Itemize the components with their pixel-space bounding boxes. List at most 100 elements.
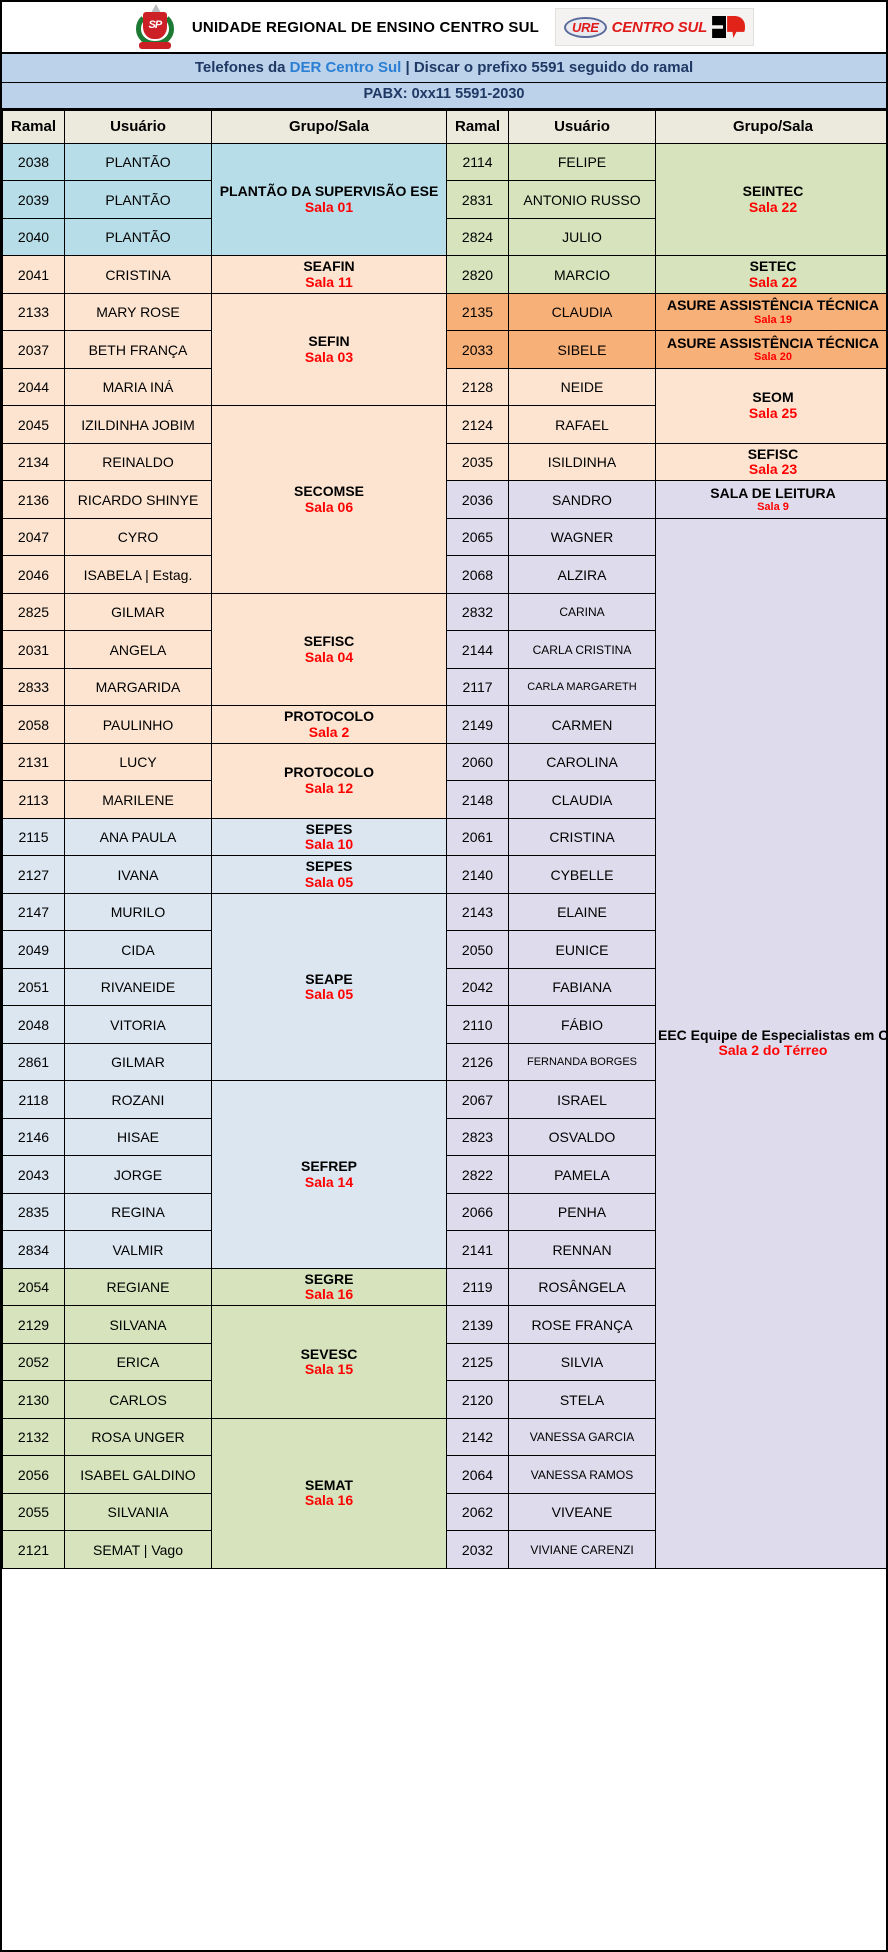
ramal-cell[interactable]: 2129 [2,1305,65,1344]
ramal-cell[interactable]: 2132 [2,1417,65,1457]
ramal-cell[interactable]: 2049 [2,930,65,969]
ramal-cell[interactable]: 2061 [446,817,509,857]
ramal-cell[interactable]: 2043 [2,1155,65,1194]
usuario-cell[interactable]: CRISTINA [64,255,212,294]
ramal-cell[interactable]: 2066 [446,1192,509,1232]
ramal-cell[interactable]: 2124 [446,405,509,444]
ramal-cell[interactable]: 2127 [2,855,65,894]
usuario-cell[interactable]: MARCIO [508,255,656,294]
ramal-cell[interactable]: 2037 [2,330,65,369]
usuario-cell[interactable]: MURILO [64,892,212,932]
usuario-cell[interactable]: ALZIRA [508,555,656,594]
ramal-cell[interactable]: 2131 [2,742,65,782]
ramal-cell[interactable]: 2121 [2,1530,65,1569]
ramal-cell[interactable]: 2140 [446,855,509,894]
ramal-cell[interactable]: 2139 [446,1305,509,1344]
usuario-cell[interactable]: CRISTINA [508,817,656,857]
ramal-cell[interactable]: 2130 [2,1380,65,1419]
ramal-cell[interactable]: 2832 [446,592,509,632]
usuario-cell[interactable]: CARINA [508,592,656,632]
ramal-cell[interactable]: 2039 [2,180,65,219]
usuario-cell[interactable]: HISAE [64,1117,212,1157]
usuario-cell[interactable]: SILVIA [508,1342,656,1382]
ramal-cell[interactable]: 2062 [446,1492,509,1532]
ramal-cell[interactable]: 2068 [446,555,509,594]
usuario-cell[interactable]: SIBELE [508,330,656,369]
ramal-cell[interactable]: 2861 [2,1042,65,1082]
usuario-cell[interactable]: WAGNER [508,517,656,557]
usuario-cell[interactable]: CIDA [64,930,212,969]
usuario-cell[interactable]: SANDRO [508,480,656,519]
usuario-cell[interactable]: CARLA CRISTINA [508,630,656,669]
usuario-cell[interactable]: SILVANA [64,1305,212,1344]
usuario-cell[interactable]: PAULINHO [64,705,212,744]
ramal-cell[interactable]: 2067 [446,1080,509,1119]
ramal-cell[interactable]: 2825 [2,592,65,632]
usuario-cell[interactable]: NEIDE [508,367,656,407]
usuario-cell[interactable]: SILVANIA [64,1492,212,1532]
ramal-cell[interactable]: 2054 [2,1267,65,1307]
ramal-cell[interactable]: 2118 [2,1080,65,1119]
usuario-cell[interactable]: FELIPE [508,142,656,182]
usuario-cell[interactable]: ANTONIO RUSSO [508,180,656,219]
ramal-cell[interactable]: 2052 [2,1342,65,1382]
ramal-cell[interactable]: 2048 [2,1005,65,1044]
ramal-cell[interactable]: 2835 [2,1192,65,1232]
usuario-cell[interactable]: VIVEANE [508,1492,656,1532]
usuario-cell[interactable]: ROSA UNGER [64,1417,212,1457]
ramal-cell[interactable]: 2032 [446,1530,509,1569]
ramal-cell[interactable]: 2135 [446,292,509,332]
ramal-cell[interactable]: 2824 [446,217,509,257]
usuario-cell[interactable]: CARMEN [508,705,656,744]
ramal-cell[interactable]: 2050 [446,930,509,969]
usuario-cell[interactable]: ISILDINHA [508,442,656,482]
usuario-cell[interactable]: ISRAEL [508,1080,656,1119]
ramal-cell[interactable]: 2146 [2,1117,65,1157]
usuario-cell[interactable]: CYBELLE [508,855,656,894]
ramal-cell[interactable]: 2133 [2,292,65,332]
ramal-cell[interactable]: 2056 [2,1455,65,1494]
ramal-cell[interactable]: 2115 [2,817,65,857]
ramal-cell[interactable]: 2134 [2,442,65,482]
usuario-cell[interactable]: VANESSA GARCIA [508,1417,656,1457]
usuario-cell[interactable]: ISABELA | Estag. [64,555,212,594]
usuario-cell[interactable]: VALMIR [64,1230,212,1269]
usuario-cell[interactable]: CLAUDIA [508,780,656,819]
usuario-cell[interactable]: PLANTÃO [64,142,212,182]
usuario-cell[interactable]: CAROLINA [508,742,656,782]
usuario-cell[interactable]: CARLOS [64,1380,212,1419]
ramal-cell[interactable]: 2065 [446,517,509,557]
usuario-cell[interactable]: STELA [508,1380,656,1419]
ramal-cell[interactable]: 2046 [2,555,65,594]
usuario-cell[interactable]: ROSÂNGELA [508,1267,656,1307]
usuario-cell[interactable]: JULIO [508,217,656,257]
ramal-cell[interactable]: 2147 [2,892,65,932]
usuario-cell[interactable]: ANGELA [64,630,212,669]
usuario-cell[interactable]: VANESSA RAMOS [508,1455,656,1494]
ramal-cell[interactable]: 2823 [446,1117,509,1157]
usuario-cell[interactable]: REINALDO [64,442,212,482]
ramal-cell[interactable]: 2045 [2,405,65,444]
ramal-cell[interactable]: 2141 [446,1230,509,1269]
usuario-cell[interactable]: MARGARIDA [64,667,212,707]
ramal-cell[interactable]: 2113 [2,780,65,819]
ramal-cell[interactable]: 2144 [446,630,509,669]
ramal-cell[interactable]: 2040 [2,217,65,257]
ramal-cell[interactable]: 2120 [446,1380,509,1419]
ramal-cell[interactable]: 2035 [446,442,509,482]
usuario-cell[interactable]: MARIA INÁ [64,367,212,407]
usuario-cell[interactable]: IZILDINHA JOBIM [64,405,212,444]
ramal-cell[interactable]: 2047 [2,517,65,557]
usuario-cell[interactable]: ELAINE [508,892,656,932]
ramal-cell[interactable]: 2038 [2,142,65,182]
ramal-cell[interactable]: 2042 [446,967,509,1007]
usuario-cell[interactable]: ISABEL GALDINO [64,1455,212,1494]
usuario-cell[interactable]: PENHA [508,1192,656,1232]
ramal-cell[interactable]: 2044 [2,367,65,407]
ramal-cell[interactable]: 2041 [2,255,65,294]
ramal-cell[interactable]: 2820 [446,255,509,294]
usuario-cell[interactable]: MARILENE [64,780,212,819]
usuario-cell[interactable]: OSVALDO [508,1117,656,1157]
ramal-cell[interactable]: 2126 [446,1042,509,1082]
ramal-cell[interactable]: 2051 [2,967,65,1007]
